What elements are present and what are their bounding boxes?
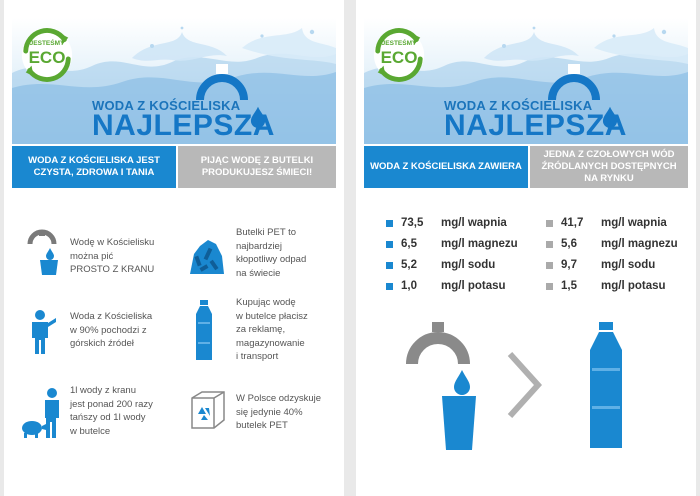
eco-badge: JESTEŚMY ECO [18,26,76,84]
stat-other-magnesium: 5,6 mg/l magnezu [546,237,678,251]
bullet-square [546,219,553,227]
left-panel: WODA Z KOŚCIELISKA NAJLEPSZA JESTEŚMY EC… [4,0,344,496]
eco-badge-top: JESTEŚMY [381,40,417,47]
bullet-square [386,219,393,227]
stat-kosc-sodium: 5,2 mg/l sodu [386,258,495,272]
header-title-line2: NAJLEPSZA [92,109,275,142]
header-title-line1: WODA Z KOŚCIELISKA [444,98,593,113]
tap-arc-icon [548,64,600,101]
bullet-square [546,282,553,290]
stat-other-sodium: 9,7 mg/l sodu [546,258,655,272]
tap-glass-large-icon [406,322,476,450]
person-pointing-icon [32,310,56,354]
header-title-line1: WODA Z KOŚCIELISKA [92,98,241,113]
eco-badge-main: ECO [28,48,66,67]
header-title-line2: NAJLEPSZA [444,109,627,142]
stat-other-potassium: 1,5 mg/l potasu [546,279,666,293]
eco-badge-main: ECO [380,48,418,67]
bullet-square [386,282,393,290]
bullet-square [546,261,553,269]
stat-kosc-potassium: 1,0 mg/l potasu [386,279,506,293]
band-bottle-claim: PIJĄC WODĘ Z BUTELKI PRODUKUJESZ ŚMIECI! [178,146,336,188]
piggy-bank-icon [22,388,59,438]
eco-badge-top: JESTEŚMY [29,40,65,47]
feature-pet-waste: Butelki PET to najbardziej kłopotliwy od… [236,227,307,279]
feature-bottle-costs: Kupując wodę w butelce płacisz za reklam… [236,297,308,362]
stat-kosc-magnesium: 6,5 mg/l magnezu [386,237,518,251]
bullet-square [386,240,393,248]
feature-recycling-rate: W Polsce odzyskuje się jedynie 40% butel… [236,393,322,431]
stat-kosc-calcium: 73,5 mg/l wapnia [386,216,507,230]
eco-badge: JESTEŚMY ECO [370,26,428,84]
bullet-square [386,261,393,269]
tap-arc-icon [196,64,248,101]
band-competitor: JEDNA Z CZOŁOWYCH WÓD ŹRÓDLANYCH DOSTĘPN… [530,146,688,188]
tap-glass-icon [27,229,58,275]
bottle-icon [196,300,212,360]
chevron-right-icon [507,351,542,419]
band-kosc-contains: WODA Z KOŚCIELISKA ZAWIERA [364,146,528,188]
band-kosc-claim: WODA Z KOŚCIELISKA JEST CZYSTA, ZDROWA I… [12,146,176,188]
recycle-box-icon [191,391,225,429]
stat-other-calcium: 41,7 mg/l wapnia [546,216,667,230]
bottle-pile-icon [190,240,224,274]
bullet-square [546,240,553,248]
feature-mountain-springs: Woda z Kościeliska w 90% pochodzi z górs… [70,311,153,349]
bottle-large-icon [590,322,622,448]
feature-tap-water: Wodę w Kościelisku można pić PROSTO Z KR… [70,237,155,275]
right-panel: WODA Z KOŚCIELISKA NAJLEPSZA JESTEŚMY EC… [356,0,696,496]
feature-price-compare: 1l wody z kranu jest ponad 200 razy tańs… [70,385,153,437]
